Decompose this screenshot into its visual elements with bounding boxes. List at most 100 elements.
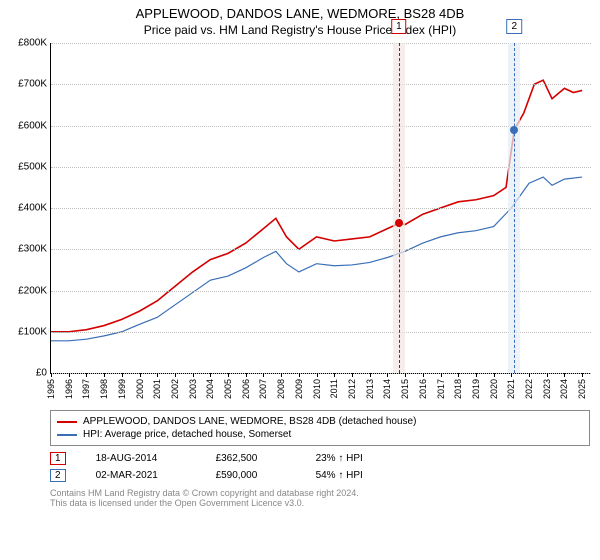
x-tick: [193, 373, 194, 377]
x-axis-label: 2015: [400, 379, 410, 399]
x-axis-label: 2012: [347, 379, 357, 399]
legend: APPLEWOOD, DANDOS LANE, WEDMORE, BS28 4D…: [50, 410, 590, 446]
x-axis-label: 2005: [223, 379, 233, 399]
sales-pct: 54% ↑ HPI: [316, 470, 363, 481]
footer-line2: This data is licensed under the Open Gov…: [50, 498, 590, 508]
sales-date: 18-AUG-2014: [96, 453, 186, 464]
y-axis-label: £800K: [18, 38, 47, 49]
x-tick: [263, 373, 264, 377]
x-tick: [86, 373, 87, 377]
x-axis-label: 2010: [312, 379, 322, 399]
x-tick: [246, 373, 247, 377]
x-tick: [511, 373, 512, 377]
x-axis-label: 2009: [294, 379, 304, 399]
x-tick: [476, 373, 477, 377]
x-axis-label: 2008: [276, 379, 286, 399]
x-axis-label: 2003: [188, 379, 198, 399]
footer-line1: Contains HM Land Registry data © Crown c…: [50, 488, 590, 498]
x-axis-label: 2025: [577, 379, 587, 399]
sale-dot: [395, 219, 403, 227]
x-tick: [281, 373, 282, 377]
legend-label: APPLEWOOD, DANDOS LANE, WEDMORE, BS28 4D…: [83, 416, 416, 427]
x-tick: [370, 373, 371, 377]
x-tick: [352, 373, 353, 377]
sale-vline: [514, 43, 515, 373]
sales-price: £590,000: [216, 470, 286, 481]
x-tick: [458, 373, 459, 377]
x-axis-label: 2013: [365, 379, 375, 399]
x-axis-label: 2004: [205, 379, 215, 399]
x-tick: [529, 373, 530, 377]
x-axis-label: 2002: [170, 379, 180, 399]
y-axis-label: £300K: [18, 244, 47, 255]
legend-row: APPLEWOOD, DANDOS LANE, WEDMORE, BS28 4D…: [57, 415, 583, 428]
x-tick: [387, 373, 388, 377]
chart-plot-area: £0£100K£200K£300K£400K£500K£600K£700K£80…: [50, 43, 591, 374]
gridline: [51, 373, 591, 374]
x-tick: [423, 373, 424, 377]
x-tick: [69, 373, 70, 377]
x-axis-label: 2000: [135, 379, 145, 399]
sales-table: 1 18-AUG-2014 £362,500 23% ↑ HPI 2 02-MAR-202…: [50, 450, 590, 484]
sale-marker: 1: [391, 19, 407, 34]
x-tick: [494, 373, 495, 377]
y-axis-label: £200K: [18, 285, 47, 296]
sale-dot: [510, 126, 518, 134]
x-tick: [547, 373, 548, 377]
y-axis-label: £500K: [18, 161, 47, 172]
y-axis-label: £400K: [18, 203, 47, 214]
sales-index: 2: [50, 469, 66, 482]
x-tick: [441, 373, 442, 377]
chart-container: APPLEWOOD, DANDOS LANE, WEDMORE, BS28 4D…: [0, 6, 600, 508]
x-axis-label: 1997: [81, 379, 91, 399]
x-axis-label: 1998: [99, 379, 109, 399]
legend-swatch: [57, 421, 77, 423]
sales-row: 1 18-AUG-2014 £362,500 23% ↑ HPI: [50, 450, 590, 467]
x-axis-label: 2016: [418, 379, 428, 399]
x-tick: [564, 373, 565, 377]
footer-attribution: Contains HM Land Registry data © Crown c…: [50, 488, 590, 508]
x-tick: [175, 373, 176, 377]
x-tick: [104, 373, 105, 377]
y-axis-label: £100K: [18, 326, 47, 337]
x-tick: [51, 373, 52, 377]
x-axis-label: 2011: [329, 379, 339, 398]
x-tick: [122, 373, 123, 377]
x-axis-label: 2023: [542, 379, 552, 399]
x-tick: [228, 373, 229, 377]
x-axis-label: 2018: [453, 379, 463, 399]
x-tick: [210, 373, 211, 377]
sale-marker: 2: [507, 19, 523, 34]
sales-date: 02-MAR-2021: [96, 470, 186, 481]
y-axis-label: £600K: [18, 120, 47, 131]
x-tick: [582, 373, 583, 377]
x-axis-label: 2021: [506, 379, 516, 399]
x-axis-label: 1995: [46, 379, 56, 399]
x-tick: [317, 373, 318, 377]
x-tick: [334, 373, 335, 377]
legend-swatch: [57, 434, 77, 436]
x-axis-label: 1996: [64, 379, 74, 399]
x-axis-label: 2001: [152, 379, 162, 399]
x-axis-label: 2019: [471, 379, 481, 399]
y-axis-label: £700K: [18, 79, 47, 90]
sales-index: 1: [50, 452, 66, 465]
series-line-hpi: [51, 177, 582, 341]
y-axis-label: £0: [36, 368, 47, 379]
sales-pct: 23% ↑ HPI: [316, 453, 363, 464]
series-line-property: [51, 80, 582, 332]
sales-price: £362,500: [216, 453, 286, 464]
sale-vline: [399, 43, 400, 373]
x-tick: [140, 373, 141, 377]
x-axis-label: 2007: [258, 379, 268, 399]
x-axis-label: 2006: [241, 379, 251, 399]
x-axis-label: 2022: [524, 379, 534, 399]
x-axis-label: 2020: [489, 379, 499, 399]
x-axis-label: 2024: [559, 379, 569, 399]
sales-row: 2 02-MAR-2021 £590,000 54% ↑ HPI: [50, 467, 590, 484]
x-tick: [405, 373, 406, 377]
legend-row: HPI: Average price, detached house, Some…: [57, 428, 583, 441]
x-tick: [157, 373, 158, 377]
x-tick: [299, 373, 300, 377]
legend-label: HPI: Average price, detached house, Some…: [83, 429, 291, 440]
